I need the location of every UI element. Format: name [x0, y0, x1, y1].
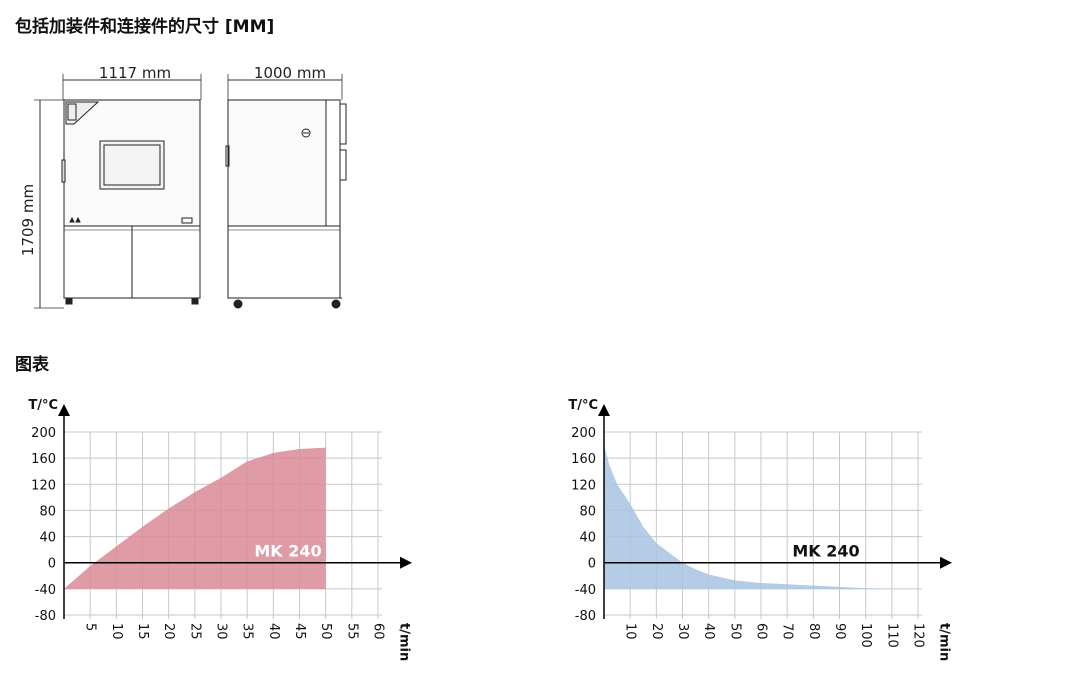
- side-view-drawing: [225, 99, 347, 309]
- x-tick-label: 45: [292, 623, 307, 640]
- x-tick-label: 10: [109, 623, 124, 640]
- x-tick-label: 90: [832, 623, 847, 640]
- series-label: MK 240: [254, 542, 321, 561]
- width-label: 1117 mm: [99, 64, 171, 82]
- y-axis-label: T/°C: [28, 398, 58, 413]
- y-tick-label: -40: [35, 583, 56, 598]
- series-area: [64, 447, 326, 589]
- charts-heading: 图表: [15, 355, 49, 375]
- x-axis-label: t/min: [397, 623, 412, 661]
- y-tick-label: -80: [575, 609, 596, 624]
- series-area: [604, 445, 892, 589]
- dimensions-heading: 包括加装件和连接件的尺寸 [MM]: [15, 17, 275, 37]
- y-tick-label: 120: [31, 478, 56, 493]
- y-tick-label: 0: [588, 557, 596, 572]
- y-tick-label: 160: [571, 452, 596, 467]
- y-axis-label: T/°C: [568, 398, 598, 413]
- y-tick-label: 40: [579, 531, 596, 546]
- y-axis-arrow: [598, 404, 610, 416]
- x-axis-label: t/min: [937, 623, 952, 661]
- x-tick-label: 100: [858, 623, 873, 648]
- y-tick-label: 200: [571, 426, 596, 441]
- front-view-drawing: [61, 99, 201, 305]
- x-tick-label: 40: [266, 623, 281, 640]
- y-axis-arrow: [58, 404, 70, 416]
- y-tick-label: -80: [35, 609, 56, 624]
- y-tick-label: 120: [571, 478, 596, 493]
- x-axis-arrow: [400, 556, 412, 569]
- x-tick-label: 70: [780, 623, 795, 640]
- x-tick-label: 120: [911, 623, 926, 648]
- y-tick-label: 0: [48, 557, 56, 572]
- heating-chart: 200 160 120 80 40 0 -40 -80 5 10 15 20 25 30 35 40 45 50 5…: [28, 398, 412, 661]
- x-tick-label: 110: [884, 623, 899, 648]
- x-tick-label: 30: [214, 623, 229, 640]
- x-tick-label: 40: [701, 623, 716, 640]
- x-tick-label: 20: [649, 623, 664, 640]
- x-tick-label: 30: [675, 623, 690, 640]
- series-label: MK 240: [792, 542, 859, 561]
- y-tick-label: 80: [39, 504, 56, 519]
- x-tick-label: 25: [187, 623, 202, 640]
- depth-label: 1000 mm: [254, 64, 326, 82]
- x-tick-label: 50: [318, 623, 333, 640]
- dimension-drawings: 1117 mm 1000 mm 1709 mm: [19, 64, 347, 309]
- x-tick-label: 10: [623, 623, 638, 640]
- y-tick-label: 40: [39, 531, 56, 546]
- y-tick-label: 200: [31, 426, 56, 441]
- x-tick-label: 60: [371, 623, 386, 640]
- x-axis-arrow: [940, 556, 952, 569]
- x-tick-label: 80: [806, 623, 821, 640]
- x-tick-label: 20: [161, 623, 176, 640]
- x-tick-label: 55: [344, 623, 359, 640]
- x-tick-label: 5: [83, 623, 98, 631]
- y-tick-label: 80: [579, 504, 596, 519]
- x-tick-label: 60: [754, 623, 769, 640]
- y-tick-label: 160: [31, 452, 56, 467]
- height-label: 1709 mm: [19, 184, 37, 256]
- grid: [604, 431, 922, 619]
- x-tick-label: 35: [240, 623, 255, 640]
- x-tick-label: 50: [727, 623, 742, 640]
- x-tick-label: 15: [135, 623, 150, 640]
- y-tick-label: -40: [575, 583, 596, 598]
- cooling-chart: 200 160 120 80 40 0 -40 -80 10 20 30 40 50 60 70 80 90 10…: [568, 398, 952, 661]
